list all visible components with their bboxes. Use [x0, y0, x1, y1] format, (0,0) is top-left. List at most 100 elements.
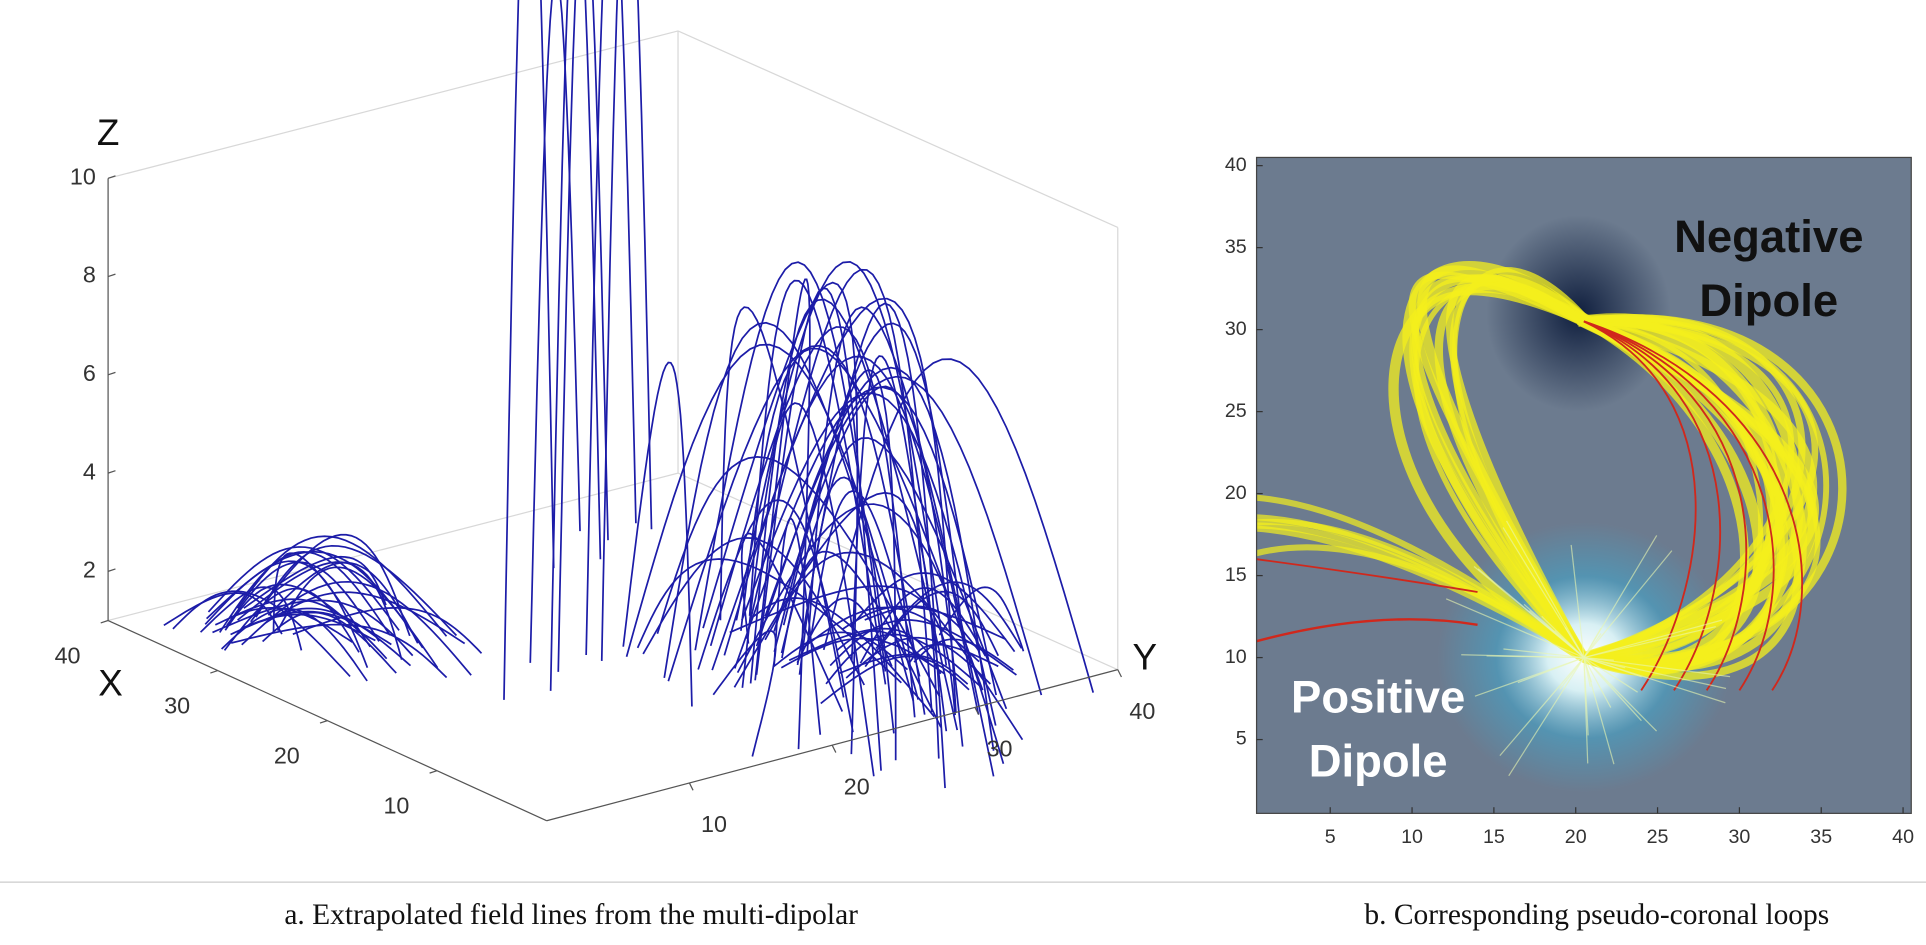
y-tick-label: 35: [1225, 236, 1247, 258]
field-line: [788, 627, 942, 675]
field-vector: [1499, 657, 1585, 757]
field-line: [656, 456, 941, 698]
field-line: [719, 306, 845, 698]
y-tick: [688, 782, 694, 791]
y-tick-label: 30: [987, 736, 1013, 762]
field-line: [250, 533, 411, 637]
x-tick-label: 40: [1892, 826, 1914, 848]
field-line: [782, 322, 965, 644]
box-edge: [107, 30, 679, 179]
field-line: [642, 536, 866, 686]
z-tick: [107, 568, 116, 572]
field-line: [694, 261, 887, 672]
y-tick-label: 20: [844, 773, 870, 799]
field-line: [709, 326, 916, 718]
y-tick: [831, 744, 837, 753]
x-axis-label: X: [98, 662, 123, 703]
z-tick-label: 6: [83, 360, 96, 386]
panel-b: Negative Dipole Positive Dipole 5 10 15 20 2…: [1225, 154, 1914, 848]
y-tick-label: 25: [1225, 400, 1247, 422]
field-line: [741, 392, 997, 726]
positive-label: Positive: [1291, 672, 1465, 723]
field-line: [908, 643, 999, 668]
negative-label: Negative: [1674, 211, 1863, 262]
z-tick: [107, 371, 116, 376]
z-tick: [107, 470, 116, 474]
loop: [1256, 514, 1586, 661]
field-vector: [1583, 657, 1638, 693]
field-line: [845, 636, 991, 685]
x-tick-label: 10: [383, 793, 409, 819]
field-line: [255, 544, 458, 637]
loop: [1388, 282, 1593, 663]
loop: [1582, 317, 1750, 676]
x-tick: [319, 720, 328, 724]
field-line: [764, 375, 1043, 696]
field-line: [864, 590, 1000, 668]
field-vector: [1583, 656, 1626, 669]
field-vector: [1503, 648, 1584, 659]
box-edge: [107, 472, 679, 622]
field-line: [820, 655, 970, 705]
field-line: [751, 597, 935, 718]
field-line: [264, 591, 466, 645]
field-line: [781, 550, 942, 728]
plot-area: [1256, 215, 1847, 793]
field-line: [796, 597, 893, 667]
field-line: [241, 580, 472, 676]
z-axis-label: Z: [97, 112, 120, 153]
field-line: [810, 490, 921, 677]
field-line: [806, 306, 995, 777]
field-vector: [1583, 656, 1726, 704]
x-tick-label: 25: [1647, 826, 1669, 848]
field-line: [261, 607, 412, 667]
field-vector: [1517, 657, 1585, 684]
box-edge: [677, 30, 1119, 229]
loop: [1583, 320, 1804, 691]
field-line: [913, 638, 1014, 671]
field-line: [207, 546, 400, 631]
field-line: [772, 631, 909, 671]
loop: [1402, 260, 1592, 661]
field-vector: [1583, 657, 1658, 732]
field-lines: [163, 0, 1095, 789]
field-vector: [1502, 527, 1585, 658]
plot-frame: [1255, 156, 1912, 814]
field-line: [224, 583, 361, 633]
x-tick-label: 30: [164, 693, 190, 719]
loop: [1582, 316, 1780, 669]
field-line: [549, 0, 602, 691]
loop: [1582, 317, 1802, 681]
field-vector: [1583, 657, 1589, 736]
field-vector: [1473, 566, 1585, 659]
field-vector: [1570, 544, 1585, 658]
z-tick-label: 10: [70, 163, 96, 189]
field-line: [236, 535, 448, 637]
x-tick-label: 10: [1401, 826, 1423, 848]
x-tick-label: 15: [1483, 826, 1505, 848]
loop: [1583, 320, 1775, 691]
x-tick-label: 40: [55, 643, 81, 669]
field-line: [585, 0, 637, 656]
field-line: [839, 653, 969, 685]
x-tick-label: 5: [1325, 826, 1336, 848]
field-vector: [1583, 550, 1673, 658]
field-line: [503, 0, 555, 700]
y-tick-label: 15: [1225, 564, 1247, 586]
field-line: [740, 532, 844, 712]
x-tick: [210, 669, 218, 674]
field-line: [773, 517, 822, 735]
field-vector: [1508, 657, 1585, 777]
y-tick: [974, 707, 980, 716]
x-tick: [429, 770, 438, 774]
field-line: [625, 343, 919, 700]
field-line: [735, 260, 948, 666]
y-tick-label: 40: [1129, 698, 1155, 724]
field-vector: [1505, 520, 1585, 658]
loop: [1583, 320, 1721, 691]
field-line: [825, 633, 981, 687]
field-vector: [1583, 619, 1723, 659]
x-tick-label: 30: [1728, 826, 1750, 848]
